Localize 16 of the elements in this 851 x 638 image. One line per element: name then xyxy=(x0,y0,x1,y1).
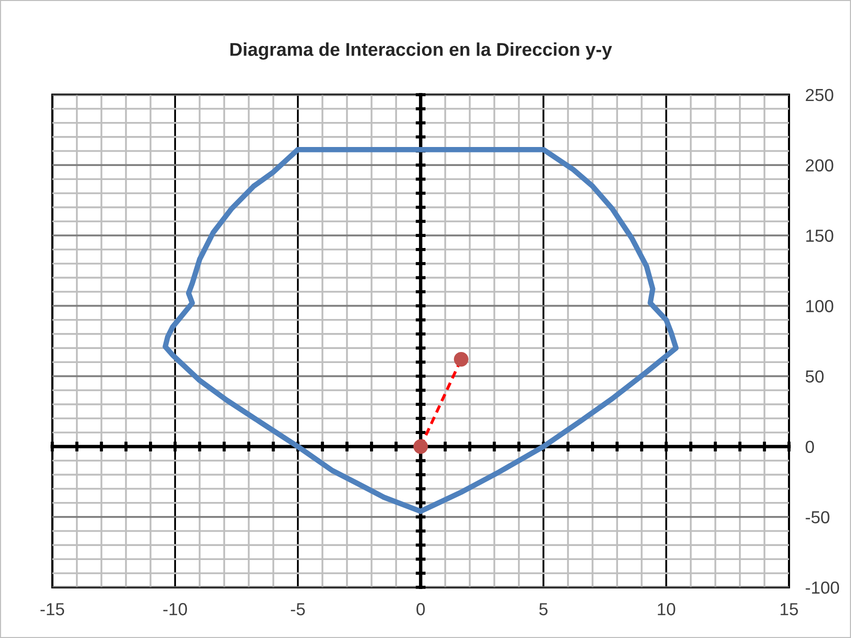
x-tick-label: 15 xyxy=(780,603,798,616)
y-tick-label: 200 xyxy=(806,159,834,172)
x-tick-label: -15 xyxy=(40,603,64,616)
x-tick-label: 5 xyxy=(539,603,548,616)
y-tick-label: 100 xyxy=(806,300,834,312)
y-tick-label: -50 xyxy=(806,511,830,524)
y-tick-label: 250 xyxy=(806,88,834,102)
chart-title: Diagrama de Interaccion en la Direccion y-y xyxy=(230,42,612,60)
x-tick-label: -10 xyxy=(163,603,187,616)
y-tick-label: 0 xyxy=(806,440,814,454)
y-tick-label: 150 xyxy=(806,230,834,242)
x-tick-label: -5 xyxy=(290,603,305,616)
x-tick-label: 10 xyxy=(658,603,676,616)
y-tick-label: 50 xyxy=(806,370,824,383)
x-tick-label: 0 xyxy=(416,603,425,616)
y-tick-label: -100 xyxy=(806,581,840,594)
